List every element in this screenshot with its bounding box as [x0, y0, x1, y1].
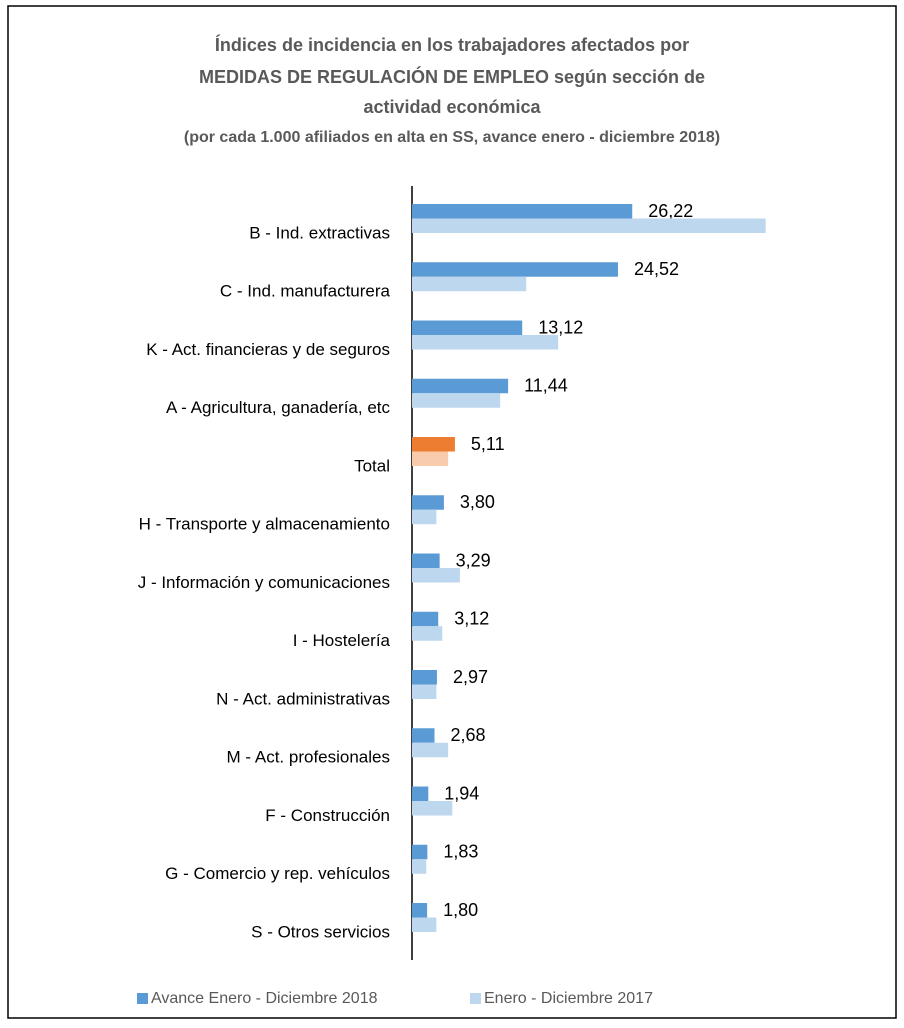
data-label: 5,11	[471, 434, 505, 454]
bar	[412, 393, 501, 408]
bar	[412, 218, 766, 233]
y-tick-label: A - Agricultura, ganadería, etc	[166, 398, 390, 417]
bar	[412, 844, 428, 860]
y-tick-label: H - Transporte y almacenamiento	[139, 515, 390, 534]
data-label: 2,68	[451, 725, 486, 745]
chart-title: MEDIDAS DE REGULACIÓN DE EMPLEO según se…	[199, 66, 705, 87]
y-tick-label: G - Comercio y rep. vehículos	[165, 864, 390, 883]
data-label: 1,80	[443, 900, 478, 920]
data-label: 1,83	[443, 842, 478, 862]
bar	[412, 553, 440, 568]
y-tick-label: J - Información y comunicaciones	[138, 573, 390, 592]
chart-subtitle: (por cada 1.000 afiliados en alta en SS,…	[184, 129, 720, 146]
y-tick-label: S - Otros servicios	[251, 922, 390, 941]
legend-swatch	[470, 993, 481, 1004]
legend-label: Avance Enero - Diciembre 2018	[151, 990, 378, 1007]
bar	[412, 903, 428, 918]
bar	[412, 509, 437, 525]
y-tick-label: M - Act. profesionales	[227, 748, 390, 767]
y-tick-label: F - Construcción	[265, 806, 390, 825]
bar	[412, 626, 443, 641]
bar	[412, 451, 449, 466]
data-label: 1,94	[444, 783, 479, 803]
bar	[412, 568, 460, 583]
bar	[412, 262, 618, 277]
data-label: 26,22	[648, 201, 693, 221]
data-label: 13,12	[538, 317, 583, 337]
bar	[412, 437, 455, 452]
y-tick-label: B - Ind. extractivas	[249, 223, 390, 242]
bar	[412, 684, 437, 699]
y-tick-label: K - Act. financieras y de seguros	[146, 340, 390, 359]
data-label: 3,29	[456, 550, 491, 570]
bar	[412, 728, 435, 743]
bar	[412, 204, 633, 219]
data-label: 3,12	[454, 609, 489, 629]
y-tick-label: Total	[354, 456, 390, 475]
bar	[412, 742, 449, 758]
y-tick-label: N - Act. administrativas	[216, 689, 390, 708]
bar	[412, 335, 559, 350]
data-label: 24,52	[634, 259, 679, 279]
legend-label: Enero - Diciembre 2017	[484, 990, 653, 1007]
y-tick-label: C - Ind. manufacturera	[220, 282, 391, 301]
chart-title: Índices de incidencia en los trabajadore…	[215, 34, 689, 55]
bar	[412, 801, 453, 816]
bar	[412, 859, 427, 874]
bar	[412, 495, 444, 510]
bar	[412, 670, 437, 685]
bar	[412, 320, 523, 335]
legend-swatch	[137, 993, 148, 1004]
bar	[412, 611, 439, 627]
chart-border	[7, 5, 897, 1019]
data-label: 2,97	[453, 667, 488, 687]
bar	[412, 378, 509, 394]
data-label: 11,44	[524, 376, 568, 396]
bar	[412, 276, 527, 292]
bar	[412, 917, 437, 932]
chart-title: actividad económica	[363, 97, 541, 117]
y-tick-label: I - Hostelería	[293, 631, 391, 650]
data-label: 3,80	[460, 492, 495, 512]
bar	[412, 786, 429, 801]
